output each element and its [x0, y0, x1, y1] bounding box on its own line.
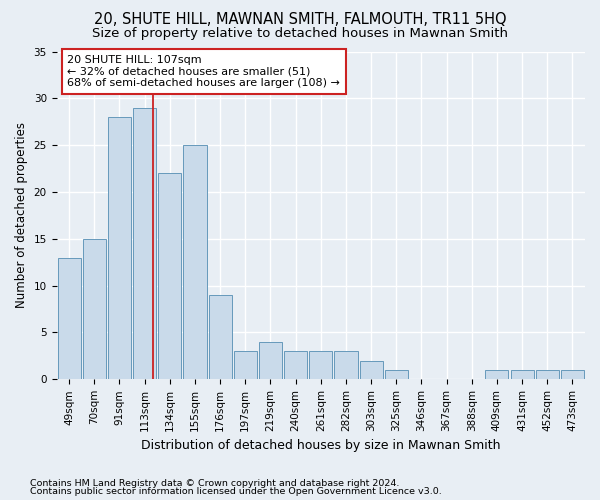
- Bar: [158, 174, 181, 380]
- Text: 20, SHUTE HILL, MAWNAN SMITH, FALMOUTH, TR11 5HQ: 20, SHUTE HILL, MAWNAN SMITH, FALMOUTH, …: [94, 12, 506, 28]
- Bar: [209, 295, 232, 380]
- Y-axis label: Number of detached properties: Number of detached properties: [15, 122, 28, 308]
- Bar: [511, 370, 533, 380]
- Text: Contains HM Land Registry data © Crown copyright and database right 2024.: Contains HM Land Registry data © Crown c…: [30, 478, 400, 488]
- Bar: [133, 108, 156, 380]
- Bar: [233, 351, 257, 380]
- Bar: [359, 360, 383, 380]
- X-axis label: Distribution of detached houses by size in Mawnan Smith: Distribution of detached houses by size …: [141, 440, 500, 452]
- Text: Size of property relative to detached houses in Mawnan Smith: Size of property relative to detached ho…: [92, 28, 508, 40]
- Bar: [536, 370, 559, 380]
- Bar: [58, 258, 80, 380]
- Bar: [108, 117, 131, 380]
- Bar: [385, 370, 408, 380]
- Bar: [334, 351, 358, 380]
- Bar: [184, 145, 206, 380]
- Bar: [259, 342, 282, 380]
- Bar: [83, 239, 106, 380]
- Text: 20 SHUTE HILL: 107sqm
← 32% of detached houses are smaller (51)
68% of semi-deta: 20 SHUTE HILL: 107sqm ← 32% of detached …: [67, 55, 340, 88]
- Bar: [284, 351, 307, 380]
- Bar: [485, 370, 508, 380]
- Bar: [309, 351, 332, 380]
- Bar: [561, 370, 584, 380]
- Text: Contains public sector information licensed under the Open Government Licence v3: Contains public sector information licen…: [30, 487, 442, 496]
